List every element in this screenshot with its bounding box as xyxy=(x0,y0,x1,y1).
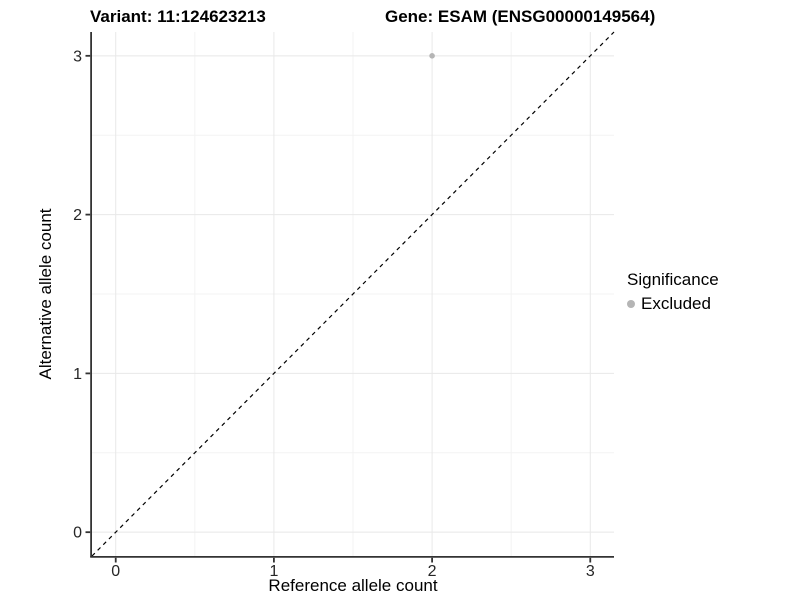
x-tick-label: 1 xyxy=(269,563,278,580)
x-tick-label: 0 xyxy=(111,563,120,580)
y-tick-label: 2 xyxy=(73,207,82,224)
x-axis-title: Reference allele count xyxy=(268,576,438,595)
y-tick-label: 3 xyxy=(73,48,82,65)
legend-item-excluded: Excluded xyxy=(627,294,719,314)
plot-title-gene: Gene: ESAM (ENSG00000149564) xyxy=(385,7,656,26)
y-axis-title: Alternative allele count xyxy=(36,208,55,380)
y-tick-label: 0 xyxy=(73,525,82,542)
legend-point-icon xyxy=(627,300,635,308)
identity-reference-line xyxy=(91,31,615,557)
y-tick-label: 1 xyxy=(73,366,82,383)
legend: Significance Excluded xyxy=(627,270,719,314)
plot-title-variant: Variant: 11:124623213 xyxy=(90,7,266,26)
legend-item-label: Excluded xyxy=(641,294,711,313)
legend-title: Significance xyxy=(627,270,719,289)
x-tick-label: 2 xyxy=(428,563,437,580)
x-tick-label: 3 xyxy=(586,563,595,580)
data-point xyxy=(429,53,435,59)
